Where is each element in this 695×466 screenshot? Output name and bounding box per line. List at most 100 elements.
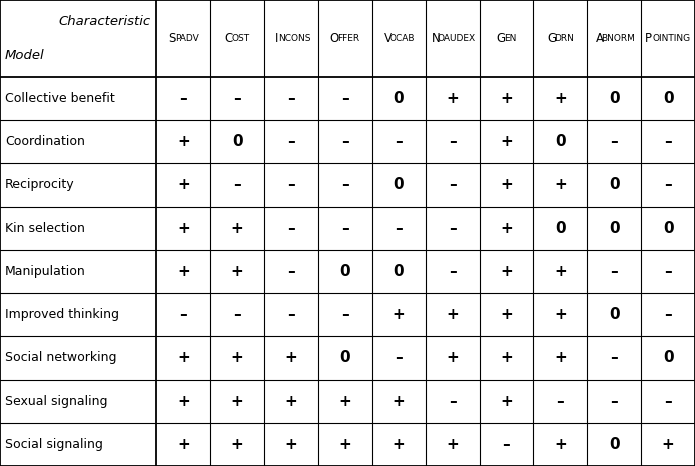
- Text: –: –: [610, 134, 618, 149]
- Text: +: +: [231, 350, 243, 365]
- Text: V: V: [384, 32, 391, 45]
- Text: +: +: [554, 178, 566, 192]
- Text: 0: 0: [663, 350, 673, 365]
- Text: 0: 0: [340, 264, 350, 279]
- Text: +: +: [177, 437, 190, 452]
- Text: +: +: [285, 394, 297, 409]
- Text: NCONS: NCONS: [279, 34, 311, 43]
- Text: +: +: [446, 91, 459, 106]
- Text: –: –: [287, 264, 295, 279]
- Text: +: +: [393, 437, 405, 452]
- Text: 0: 0: [609, 91, 619, 106]
- Text: +: +: [177, 394, 190, 409]
- Text: +: +: [177, 264, 190, 279]
- Text: 0: 0: [663, 91, 673, 106]
- Text: +: +: [500, 350, 513, 365]
- Text: DRN: DRN: [554, 34, 574, 43]
- Text: +: +: [500, 264, 513, 279]
- Text: +: +: [554, 350, 566, 365]
- Text: –: –: [341, 91, 349, 106]
- Text: –: –: [449, 394, 457, 409]
- Text: Improved thinking: Improved thinking: [5, 308, 119, 321]
- Text: +: +: [177, 221, 190, 236]
- Text: OINTING: OINTING: [653, 34, 691, 43]
- Text: +: +: [285, 350, 297, 365]
- Text: –: –: [610, 394, 618, 409]
- Text: +: +: [177, 178, 190, 192]
- Text: –: –: [341, 307, 349, 322]
- Text: 0: 0: [340, 350, 350, 365]
- Text: +: +: [554, 264, 566, 279]
- Text: –: –: [664, 264, 672, 279]
- Text: –: –: [179, 307, 187, 322]
- Text: +: +: [177, 134, 190, 149]
- Text: –: –: [610, 350, 618, 365]
- Text: 0: 0: [609, 178, 619, 192]
- Text: O: O: [329, 32, 338, 45]
- Text: –: –: [287, 134, 295, 149]
- Text: I: I: [275, 32, 279, 45]
- Text: 0: 0: [555, 134, 566, 149]
- Text: +: +: [500, 134, 513, 149]
- Text: –: –: [664, 178, 672, 192]
- Text: +: +: [500, 221, 513, 236]
- Text: –: –: [179, 91, 187, 106]
- Text: –: –: [664, 307, 672, 322]
- Text: –: –: [234, 91, 241, 106]
- Text: –: –: [664, 134, 672, 149]
- Text: 0: 0: [232, 134, 243, 149]
- Text: 0: 0: [609, 437, 619, 452]
- Text: +: +: [446, 437, 459, 452]
- Text: A: A: [596, 32, 604, 45]
- Text: +: +: [500, 178, 513, 192]
- Text: 0: 0: [393, 178, 404, 192]
- Text: G: G: [496, 32, 505, 45]
- Text: +: +: [285, 437, 297, 452]
- Text: OAUDEX: OAUDEX: [437, 34, 475, 43]
- Text: +: +: [500, 307, 513, 322]
- Text: –: –: [502, 437, 510, 452]
- Text: 0: 0: [555, 221, 566, 236]
- Text: –: –: [449, 221, 457, 236]
- Text: +: +: [338, 437, 351, 452]
- Text: Model: Model: [5, 49, 44, 62]
- Text: +: +: [231, 264, 243, 279]
- Text: –: –: [341, 221, 349, 236]
- Text: +: +: [177, 350, 190, 365]
- Text: Social networking: Social networking: [5, 351, 116, 364]
- Text: OCAB: OCAB: [390, 34, 415, 43]
- Text: +: +: [231, 437, 243, 452]
- Text: +: +: [231, 394, 243, 409]
- Text: –: –: [610, 264, 618, 279]
- Text: +: +: [500, 394, 513, 409]
- Text: +: +: [231, 221, 243, 236]
- Text: +: +: [662, 437, 674, 452]
- Text: –: –: [449, 178, 457, 192]
- Text: –: –: [341, 178, 349, 192]
- Text: EN: EN: [504, 34, 516, 43]
- Text: 0: 0: [393, 264, 404, 279]
- Text: +: +: [554, 307, 566, 322]
- Text: OST: OST: [231, 34, 250, 43]
- Text: Collective benefit: Collective benefit: [5, 92, 115, 105]
- Text: 0: 0: [609, 221, 619, 236]
- Text: FFER: FFER: [338, 34, 359, 43]
- Text: BNORM: BNORM: [601, 34, 635, 43]
- Text: +: +: [393, 394, 405, 409]
- Text: Manipulation: Manipulation: [5, 265, 85, 278]
- Text: –: –: [664, 394, 672, 409]
- Text: +: +: [446, 307, 459, 322]
- Text: 0: 0: [393, 91, 404, 106]
- Text: –: –: [395, 221, 402, 236]
- Text: Characteristic: Characteristic: [58, 15, 151, 28]
- Text: +: +: [554, 91, 566, 106]
- Text: N: N: [432, 32, 440, 45]
- Text: –: –: [287, 221, 295, 236]
- Text: +: +: [500, 91, 513, 106]
- Text: Sexual signaling: Sexual signaling: [5, 395, 107, 408]
- Text: –: –: [395, 134, 402, 149]
- Text: G: G: [548, 32, 557, 45]
- Text: –: –: [557, 394, 564, 409]
- Text: –: –: [341, 134, 349, 149]
- Text: Kin selection: Kin selection: [5, 222, 85, 235]
